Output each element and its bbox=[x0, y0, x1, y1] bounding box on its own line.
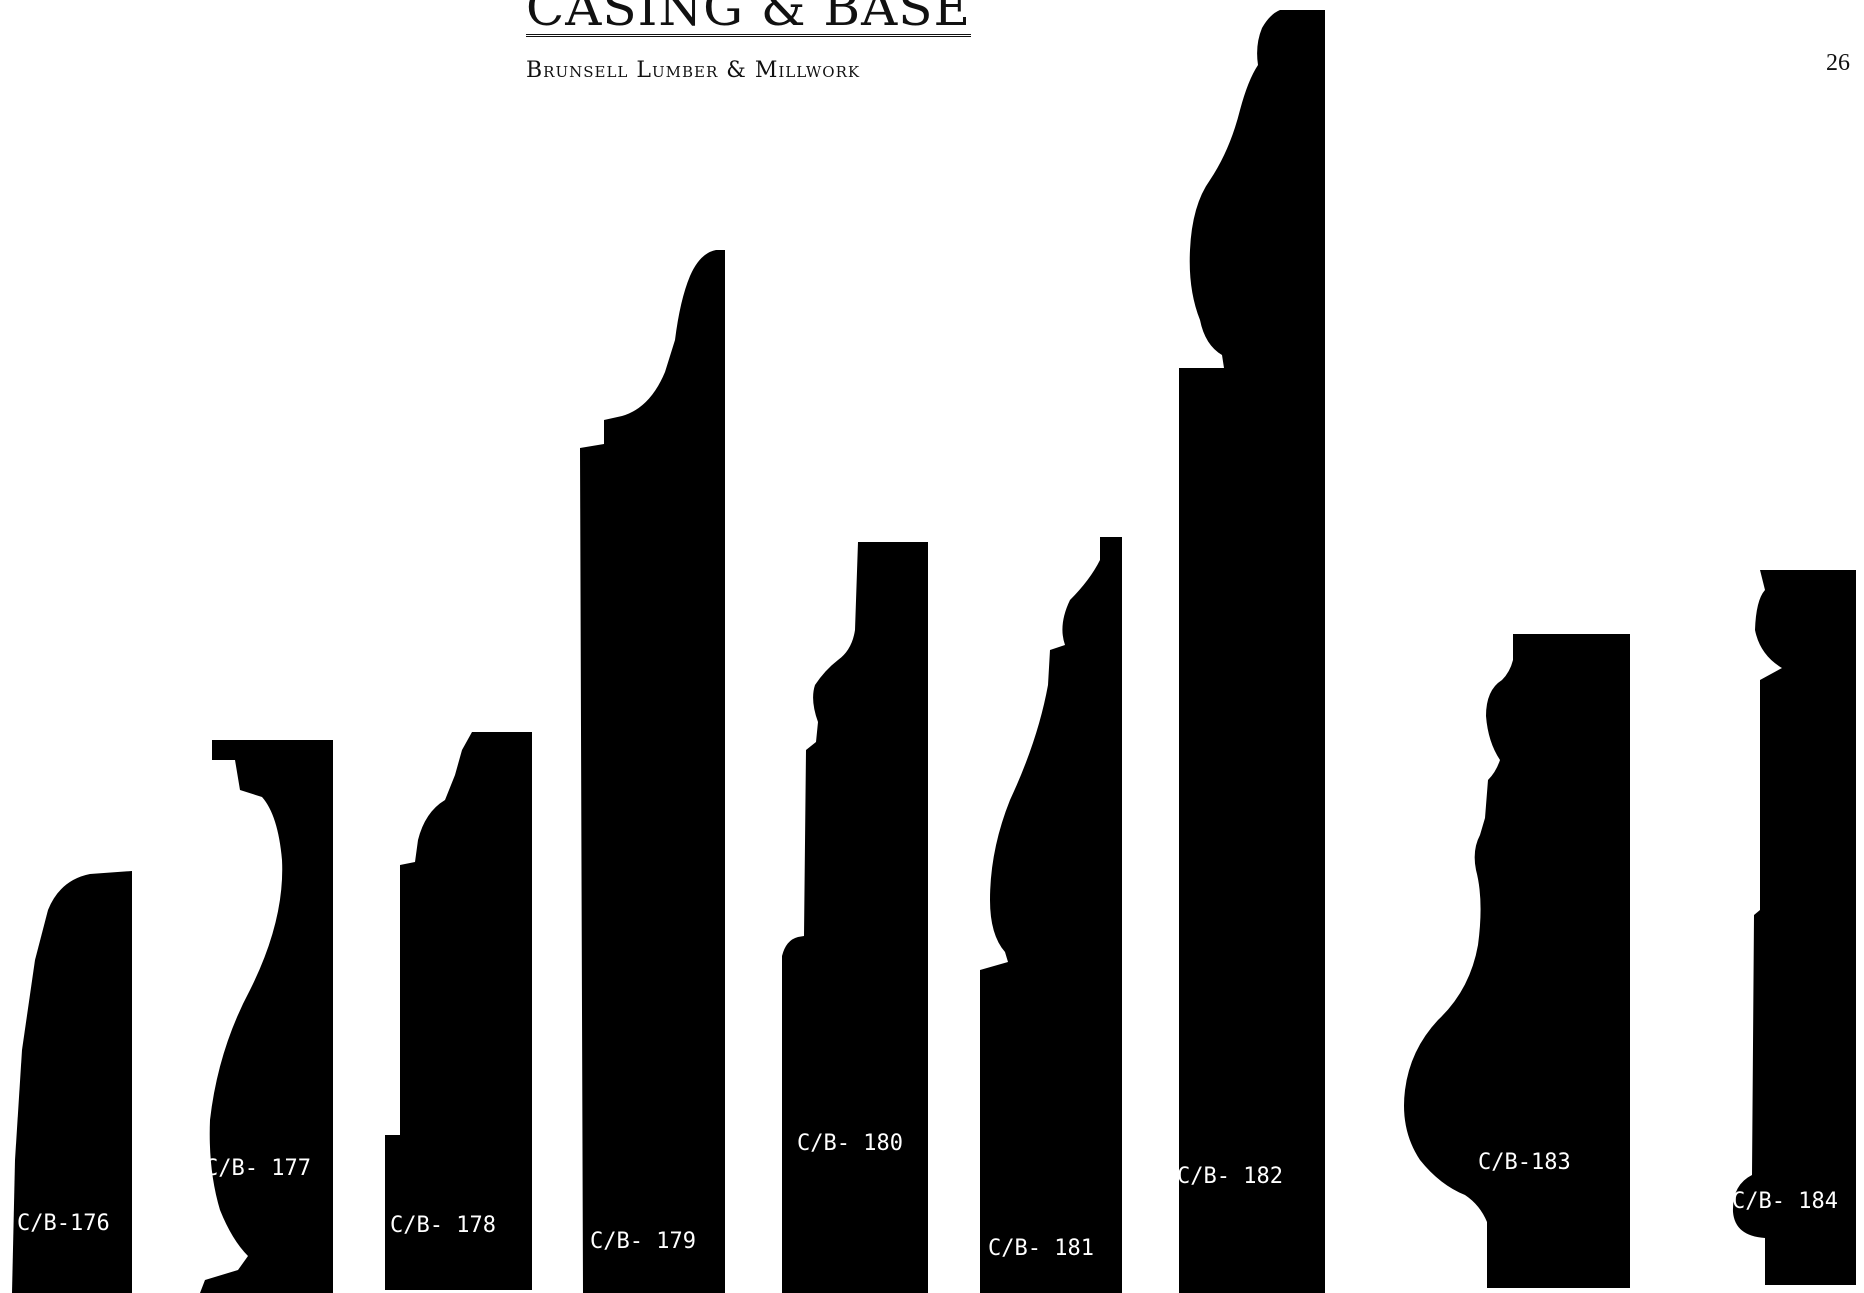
profile-cb-181: C/B- 181 bbox=[980, 537, 1122, 1293]
page-title: CASING & BASE bbox=[526, 0, 971, 37]
profile-label-cb-180: C/B- 180 bbox=[797, 1131, 903, 1156]
profile-label-cb-176: C/B-176 bbox=[17, 1211, 110, 1236]
profile-label-cb-177: C/B- 177 bbox=[205, 1156, 311, 1181]
profile-label-cb-178: C/B- 178 bbox=[390, 1213, 496, 1238]
profile-cb-178: C/B- 178 bbox=[385, 732, 532, 1290]
profile-label-cb-181: C/B- 181 bbox=[988, 1236, 1094, 1261]
profile-label-cb-183: C/B-183 bbox=[1478, 1150, 1571, 1175]
profile-cb-176: C/B-176 bbox=[12, 871, 132, 1293]
profile-cb-177: C/B- 177 bbox=[200, 740, 333, 1293]
profile-cb-179: C/B- 179 bbox=[580, 250, 725, 1293]
profile-label-cb-182: C/B- 182 bbox=[1177, 1164, 1283, 1189]
profile-label-cb-179: C/B- 179 bbox=[590, 1229, 696, 1254]
company-subtitle: Brunsell Lumber & Millwork bbox=[526, 58, 861, 83]
profile-cb-183: C/B-183 bbox=[1404, 634, 1630, 1288]
profile-label-cb-184: C/B- 184 bbox=[1732, 1189, 1838, 1214]
profile-cb-184: C/B- 184 bbox=[1732, 570, 1856, 1285]
page-number: 26 bbox=[1826, 50, 1850, 76]
profile-cb-180: C/B- 180 bbox=[782, 542, 928, 1293]
profile-cb-182: C/B- 182 bbox=[1177, 10, 1325, 1293]
